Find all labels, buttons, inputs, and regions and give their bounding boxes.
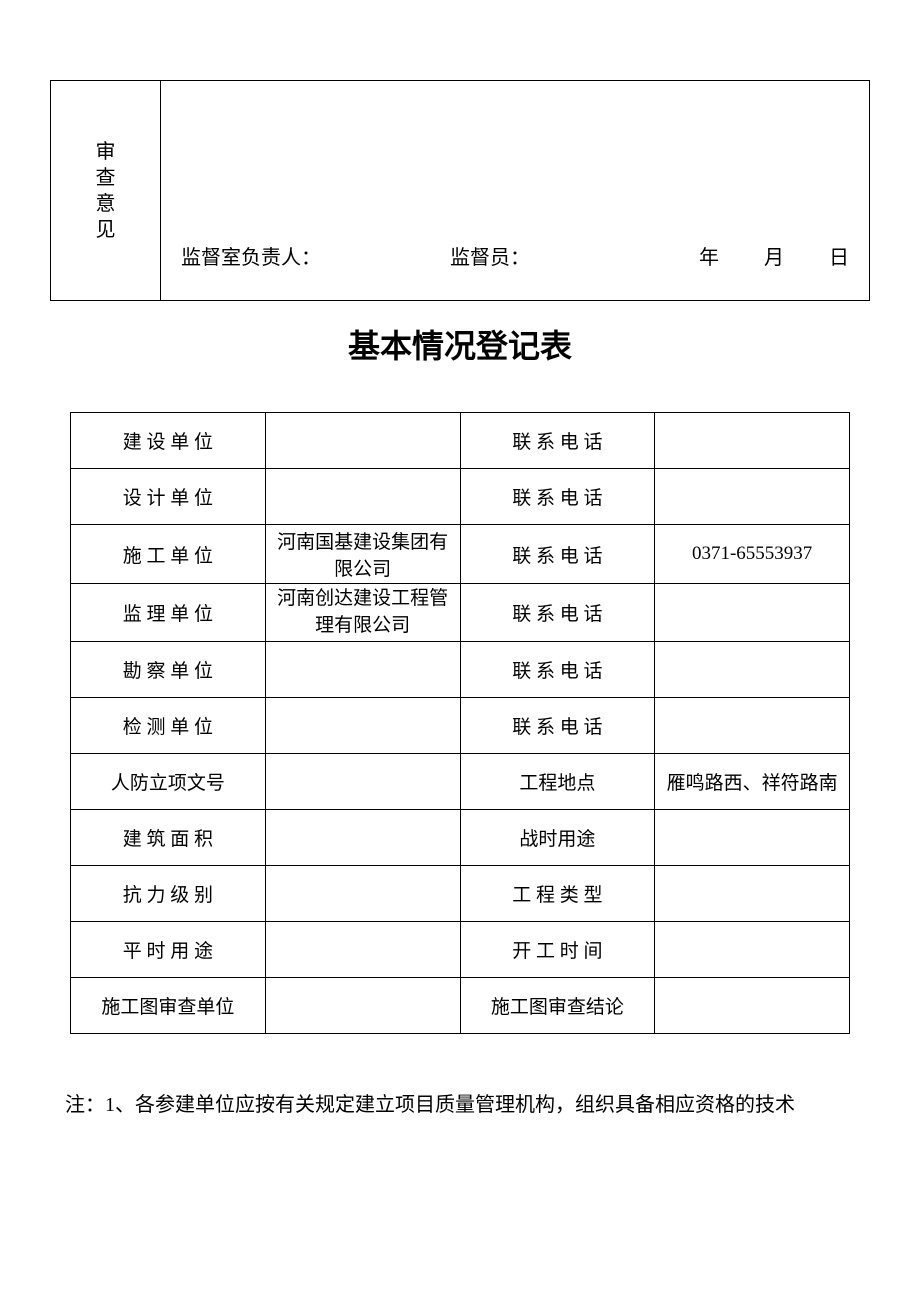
table-row: 监 理 单 位河南创达建设工程管理有限公司联 系 电 话 (71, 584, 850, 642)
row-value-1 (265, 810, 460, 866)
table-row: 平 时 用 途开 工 时 间 (71, 922, 850, 978)
row-value-1 (265, 469, 460, 525)
row-label-2: 联 系 电 话 (460, 525, 655, 584)
table-row: 施 工 单 位河南国基建设集团有限公司联 系 电 话0371-65553937 (71, 525, 850, 584)
row-value-2 (655, 866, 850, 922)
row-label-1: 建 设 单 位 (71, 413, 266, 469)
row-value-1 (265, 413, 460, 469)
day-label: 日 (829, 241, 849, 270)
row-value-2: 0371-65553937 (655, 525, 850, 584)
row-value-1 (265, 754, 460, 810)
row-value-1 (265, 866, 460, 922)
review-content-cell: 监督室负责人： 监督员： 年 月 日 (161, 81, 870, 301)
row-label-1: 勘 察 单 位 (71, 642, 266, 698)
row-label-1: 人防立项文号 (71, 754, 266, 810)
page-title: 基本情况登记表 (50, 321, 870, 367)
row-label-2: 工 程 类 型 (460, 866, 655, 922)
info-table: 建 设 单 位联 系 电 话设 计 单 位联 系 电 话施 工 单 位河南国基建… (70, 412, 850, 1034)
row-value-2: 雁鸣路西、祥符路南 (655, 754, 850, 810)
row-value-1 (265, 642, 460, 698)
row-label-1: 检 测 单 位 (71, 698, 266, 754)
table-row: 抗 力 级 别工 程 类 型 (71, 866, 850, 922)
row-value-2 (655, 978, 850, 1034)
row-value-2 (655, 698, 850, 754)
row-label-2: 联 系 电 话 (460, 584, 655, 642)
row-label-2: 战时用途 (460, 810, 655, 866)
row-label-2: 开 工 时 间 (460, 922, 655, 978)
table-row: 检 测 单 位联 系 电 话 (71, 698, 850, 754)
row-label-2: 联 系 电 话 (460, 642, 655, 698)
review-opinion-table: 审查意见 监督室负责人： 监督员： 年 月 日 (50, 80, 870, 301)
row-label-1: 建 筑 面 积 (71, 810, 266, 866)
footnote: 注：1、各参建单位应按有关规定建立项目质量管理机构，组织具备相应资格的技术 (50, 1089, 870, 1121)
month-label: 月 (764, 241, 784, 270)
row-value-2 (655, 469, 850, 525)
row-value-2 (655, 584, 850, 642)
info-table-body: 建 设 单 位联 系 电 话设 计 单 位联 系 电 话施 工 单 位河南国基建… (71, 413, 850, 1034)
table-row: 建 筑 面 积 战时用途 (71, 810, 850, 866)
table-row: 设 计 单 位联 系 电 话 (71, 469, 850, 525)
table-row: 建 设 单 位联 系 电 话 (71, 413, 850, 469)
row-value-1: 河南国基建设集团有限公司 (265, 525, 460, 584)
row-label-1: 施工图审查单位 (71, 978, 266, 1034)
row-label-2: 施工图审查结论 (460, 978, 655, 1034)
date-group: 年 月 日 (659, 241, 849, 270)
row-value-1: 河南创达建设工程管理有限公司 (265, 584, 460, 642)
row-label-1: 抗 力 级 别 (71, 866, 266, 922)
row-label-1: 设 计 单 位 (71, 469, 266, 525)
row-value-1 (265, 698, 460, 754)
year-label: 年 (699, 241, 719, 270)
row-value-1 (265, 978, 460, 1034)
row-value-1 (265, 922, 460, 978)
row-value-2 (655, 810, 850, 866)
row-value-2 (655, 922, 850, 978)
table-row: 勘 察 单 位联 系 电 话 (71, 642, 850, 698)
supervisor-label: 监督员： (450, 241, 530, 270)
review-label-cell: 审查意见 (51, 81, 161, 301)
row-label-2: 联 系 电 话 (460, 413, 655, 469)
row-label-1: 施 工 单 位 (71, 525, 266, 584)
row-label-2: 工程地点 (460, 754, 655, 810)
table-row: 施工图审查单位 施工图审查结论 (71, 978, 850, 1034)
table-row: 人防立项文号 工程地点雁鸣路西、祥符路南 (71, 754, 850, 810)
supervisor-room-label: 监督室负责人： (181, 241, 321, 270)
row-value-2 (655, 413, 850, 469)
row-label-2: 联 系 电 话 (460, 698, 655, 754)
row-label-2: 联 系 电 话 (460, 469, 655, 525)
row-value-2 (655, 642, 850, 698)
row-label-1: 平 时 用 途 (71, 922, 266, 978)
signature-line: 监督室负责人： 监督员： 年 月 日 (181, 241, 849, 270)
row-label-1: 监 理 单 位 (71, 584, 266, 642)
review-label: 审查意见 (96, 139, 116, 243)
